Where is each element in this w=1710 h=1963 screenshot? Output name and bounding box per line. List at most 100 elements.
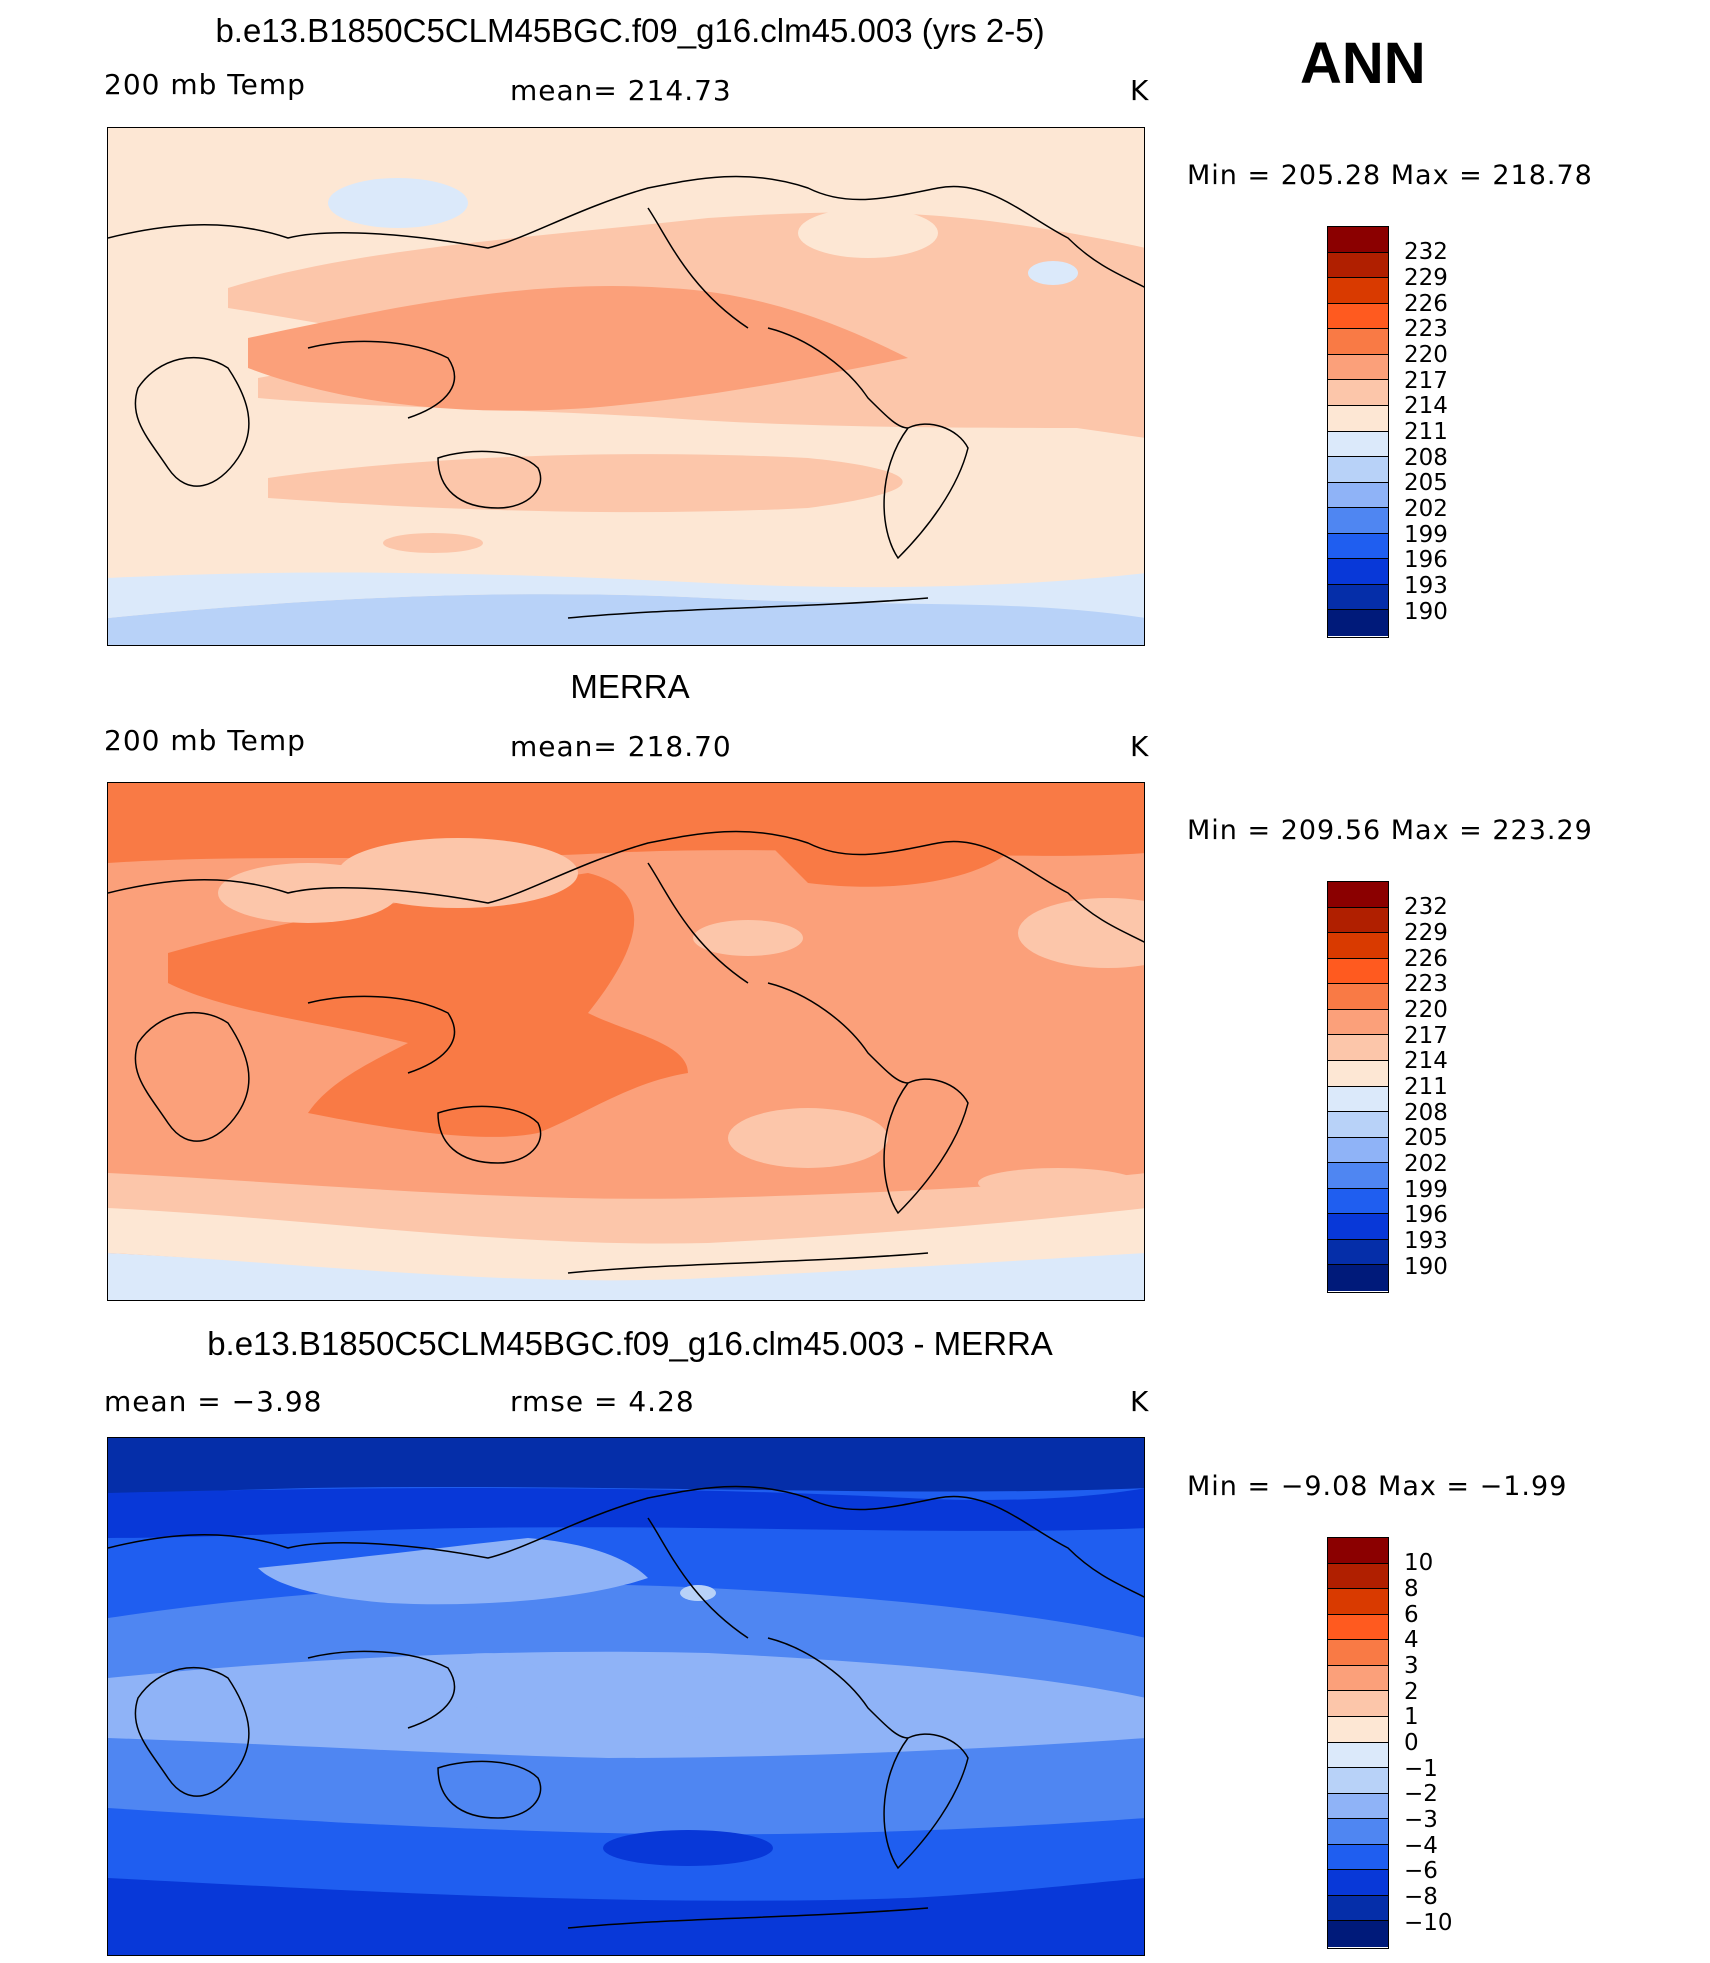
panel-3-cb-label: −6 bbox=[1404, 1858, 1438, 1884]
panel-2-title: MERRA bbox=[570, 668, 690, 705]
panel-2-cb-label: 208 bbox=[1404, 1100, 1448, 1126]
panel-1-cb-label: 217 bbox=[1404, 368, 1448, 394]
panel-2-cb-label: 232 bbox=[1404, 894, 1448, 920]
colorbar-swatch bbox=[1328, 958, 1388, 985]
panel-3-minmax: Min = −9.08 Max = −1.99 bbox=[1187, 1471, 1568, 1502]
panel-2-cb-label: 217 bbox=[1404, 1023, 1448, 1049]
colorbar-swatch bbox=[1328, 1035, 1388, 1061]
panel-3-cb-label: −8 bbox=[1404, 1884, 1438, 1910]
panel-2-cb-label: 226 bbox=[1404, 946, 1448, 972]
panel-3-cb-label: 3 bbox=[1404, 1653, 1419, 1679]
colorbar-swatch bbox=[1328, 252, 1388, 279]
panel-3-cb-label: −4 bbox=[1404, 1833, 1438, 1859]
colorbar-swatch bbox=[1328, 1112, 1388, 1138]
colorbar-swatch bbox=[1328, 1819, 1388, 1845]
panel-3-rmse-label: rmse = 4.28 bbox=[510, 1385, 695, 1418]
panel-3-cb-label: −1 bbox=[1404, 1756, 1438, 1782]
colorbar-swatch bbox=[1328, 1589, 1388, 1615]
panel-1-cb-label: 211 bbox=[1404, 419, 1448, 445]
colorbar-swatch bbox=[1328, 1538, 1388, 1564]
panel-2-cb-label: 199 bbox=[1404, 1177, 1448, 1203]
colorbar-swatch bbox=[1328, 1870, 1388, 1896]
panel-2-cb-label: 223 bbox=[1404, 971, 1448, 997]
panel-1-cb-label: 190 bbox=[1404, 599, 1448, 625]
panel-2-cb-label: 214 bbox=[1404, 1048, 1448, 1074]
colorbar-swatch bbox=[1328, 1640, 1388, 1666]
panel-3-colorbar bbox=[1327, 1537, 1389, 1949]
colorbar-swatch bbox=[1328, 405, 1388, 432]
panel-2-mean-label: mean= 218.70 bbox=[510, 730, 732, 763]
colorbar-swatch bbox=[1328, 1188, 1388, 1215]
colorbar-swatch bbox=[1328, 380, 1388, 406]
panel-2-coastlines bbox=[108, 830, 1144, 1274]
panel-1-colorbar bbox=[1327, 226, 1389, 638]
panel-2-cb-label: 220 bbox=[1404, 997, 1448, 1023]
panel-2-cb-label: 196 bbox=[1404, 1202, 1448, 1228]
panel-1-mean-label: mean= 214.73 bbox=[510, 74, 732, 107]
panel-3-map bbox=[107, 1437, 1145, 1956]
colorbar-swatch bbox=[1328, 1614, 1388, 1641]
colorbar-swatch bbox=[1328, 559, 1388, 585]
panel-1-cb-label: 193 bbox=[1404, 573, 1448, 599]
colorbar-swatch bbox=[1328, 329, 1388, 355]
panel-3-coastlines bbox=[108, 1485, 1144, 1929]
panel-2-cb-label: 190 bbox=[1404, 1254, 1448, 1280]
colorbar-swatch bbox=[1328, 303, 1388, 330]
season-label: ANN bbox=[1300, 31, 1426, 96]
panel-3-cb-label: 0 bbox=[1404, 1730, 1419, 1756]
panel-3-cb-label: 2 bbox=[1404, 1679, 1419, 1705]
colorbar-swatch bbox=[1328, 1691, 1388, 1717]
colorbar-swatch bbox=[1328, 431, 1388, 458]
colorbar-swatch bbox=[1328, 278, 1388, 304]
panel-1-title: b.e13.B1850C5CLM45BGC.f09_g16.clm45.003 … bbox=[215, 12, 1045, 49]
colorbar-swatch bbox=[1328, 1563, 1388, 1590]
colorbar-swatch bbox=[1328, 933, 1388, 959]
colorbar-swatch bbox=[1328, 354, 1388, 381]
panel-1-units: K bbox=[1130, 74, 1150, 107]
panel-3-cb-label: −2 bbox=[1404, 1781, 1438, 1807]
panel-3-cb-label: 1 bbox=[1404, 1704, 1419, 1730]
colorbar-swatch bbox=[1328, 1716, 1388, 1743]
panel-2-cb-label: 229 bbox=[1404, 920, 1448, 946]
colorbar-swatch bbox=[1328, 482, 1388, 509]
panel-3-cb-label: 8 bbox=[1404, 1576, 1419, 1602]
panel-1-cb-label: 229 bbox=[1404, 265, 1448, 291]
panel-1-cb-label: 226 bbox=[1404, 291, 1448, 317]
colorbar-swatch bbox=[1328, 227, 1388, 253]
colorbar-swatch bbox=[1328, 984, 1388, 1010]
colorbar-swatch bbox=[1328, 1895, 1388, 1922]
panel-3-cb-label: −10 bbox=[1404, 1910, 1453, 1936]
panel-1-map bbox=[107, 127, 1145, 646]
panel-1-cb-label: 199 bbox=[1404, 522, 1448, 548]
panel-3-units: K bbox=[1130, 1385, 1150, 1418]
colorbar-swatch bbox=[1328, 584, 1388, 611]
panel-1-minmax: Min = 205.28 Max = 218.78 bbox=[1187, 160, 1593, 191]
panel-2-cb-label: 211 bbox=[1404, 1074, 1448, 1100]
colorbar-swatch bbox=[1328, 1239, 1388, 1266]
colorbar-swatch bbox=[1328, 508, 1388, 534]
colorbar-swatch bbox=[1328, 610, 1388, 636]
colorbar-swatch bbox=[1328, 1665, 1388, 1692]
panel-2-map bbox=[107, 782, 1145, 1301]
panel-3-contour-field bbox=[108, 1438, 1144, 1955]
panel-3-title: b.e13.B1850C5CLM45BGC.f09_g16.clm45.003 … bbox=[207, 1325, 1053, 1362]
panel-1-cb-label: 232 bbox=[1404, 239, 1448, 265]
colorbar-swatch bbox=[1328, 1009, 1388, 1036]
colorbar-swatch bbox=[1328, 457, 1388, 483]
colorbar-swatch bbox=[1328, 1742, 1388, 1769]
colorbar-swatch bbox=[1328, 1060, 1388, 1087]
panel-1-coastlines bbox=[108, 175, 1144, 619]
colorbar-swatch bbox=[1328, 1793, 1388, 1820]
panel-2-minmax: Min = 209.56 Max = 223.29 bbox=[1187, 815, 1593, 846]
panel-2-field-label: 200 mb Temp bbox=[104, 724, 306, 757]
panel-2-cb-label: 202 bbox=[1404, 1151, 1448, 1177]
colorbar-swatch bbox=[1328, 1163, 1388, 1189]
colorbar-swatch bbox=[1328, 1768, 1388, 1794]
panel-2-cb-label: 205 bbox=[1404, 1125, 1448, 1151]
panel-2-colorbar bbox=[1327, 881, 1389, 1293]
panel-1-field-label: 200 mb Temp bbox=[104, 68, 306, 101]
panel-2-units: K bbox=[1130, 730, 1150, 763]
panel-1-cb-label: 202 bbox=[1404, 496, 1448, 522]
panel-2-cb-label: 193 bbox=[1404, 1228, 1448, 1254]
colorbar-swatch bbox=[1328, 1086, 1388, 1113]
